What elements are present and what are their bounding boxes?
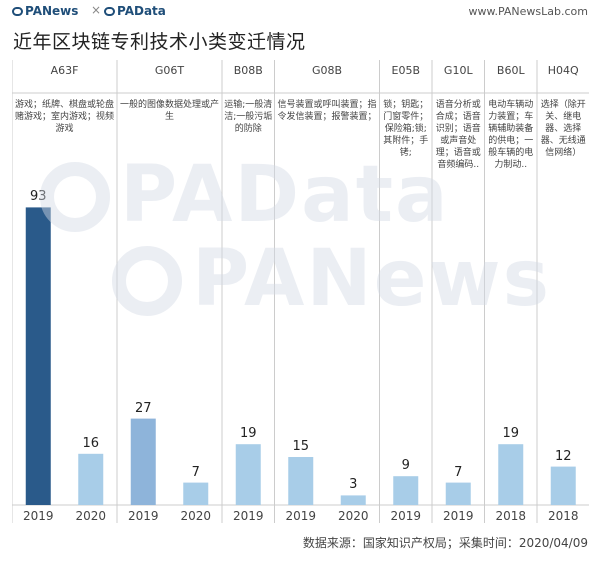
bar	[25, 207, 51, 505]
group-code: A63F	[50, 64, 79, 77]
group-description: 运输;一般清洁;一般污垢的防除	[224, 100, 273, 134]
x-tick-label: 2019	[442, 509, 474, 523]
group-description: 一般的图像数据处理或产生	[119, 100, 219, 122]
group-code: G10L	[443, 64, 473, 77]
bar	[550, 466, 576, 505]
group-description: 电动车辆动力装置；车辆辅助装备的供电；一般车辆的电力制动..	[488, 100, 534, 170]
panews-logo: PANews	[12, 4, 78, 18]
bar	[393, 476, 419, 505]
data-source-note: 数据来源：国家知识产权局；采集时间：2020/04/09	[302, 536, 588, 550]
header: PANews × PAData www.PANewsLab.com	[0, 0, 600, 22]
x-tick-label: 2019	[127, 509, 159, 523]
bar	[288, 457, 314, 505]
bar-chart: A63F 游戏；纸牌、棋盘或轮盘赌游戏；室内游戏；视频游戏 G06T 一般的图像数据处…	[12, 60, 589, 527]
bar	[498, 444, 524, 505]
chart-title: 近年区块链专利技术小类变迁情况	[13, 31, 306, 53]
x-tick-label: 2019	[232, 509, 264, 523]
x-tick-label: 2019	[22, 509, 54, 523]
group-description: 语音分析或合成；语音识别；语音或声音处理；语音或音频编码..	[435, 100, 481, 170]
bar-value-label: 27	[134, 400, 152, 416]
x-tick-label: 2020	[180, 509, 212, 523]
group-code: G06T	[154, 64, 185, 77]
site-url: www.PANewsLab.com	[468, 5, 589, 18]
group-code: B60L	[496, 64, 525, 77]
bar-value-label: 19	[502, 426, 520, 442]
panews-logo-text: PANews	[25, 4, 79, 18]
bar	[445, 482, 471, 505]
x-tick-label: 2020	[75, 509, 107, 523]
bar	[340, 495, 366, 505]
group-description: 锁；钥匙；门窗零件；保险箱;锁;其附件；手铐;	[383, 100, 429, 158]
bar-value-label: 12	[554, 448, 572, 464]
padata-logo: PAData	[104, 4, 166, 18]
bar	[183, 482, 209, 505]
panews-logo-icon	[12, 6, 23, 16]
group-code: G08B	[311, 64, 343, 77]
x-tick-label: 2019	[390, 509, 422, 523]
x-tick-label: 2019	[285, 509, 317, 523]
bar-value-label: 7	[191, 464, 200, 480]
logo-separator: ×	[91, 3, 102, 17]
group-code: E05B	[391, 64, 421, 77]
bar-value-label: 19	[239, 426, 257, 442]
bar-value-label: 9	[401, 458, 410, 474]
x-tick-label: 2018	[495, 509, 527, 523]
padata-logo-text: PAData	[117, 4, 166, 18]
bar-value-label: 15	[292, 439, 310, 454]
x-tick-label: 2020	[337, 509, 369, 523]
padata-logo-icon	[104, 6, 115, 16]
chart-grid	[12, 60, 589, 523]
group-code: H04Q	[547, 64, 579, 77]
bar	[130, 418, 156, 505]
group-description: 信号装置或呼叫装置；指令发信装置；报警装置；	[277, 100, 377, 122]
bar	[235, 444, 261, 505]
bar-value-label: 3	[349, 477, 358, 493]
x-tick-label: 2018	[547, 509, 579, 523]
group-description: 选择（除开关、继电器、选择器、无线通信网络）	[540, 100, 586, 158]
bar-value-label: 7	[454, 464, 463, 480]
bar	[78, 453, 104, 505]
group-code: B08B	[233, 64, 263, 77]
bar-value-label: 16	[82, 435, 100, 451]
group-description: 游戏；纸牌、棋盘或轮盘赌游戏；室内游戏；视频游戏	[14, 100, 114, 134]
bar-value-label: 93	[29, 189, 47, 205]
